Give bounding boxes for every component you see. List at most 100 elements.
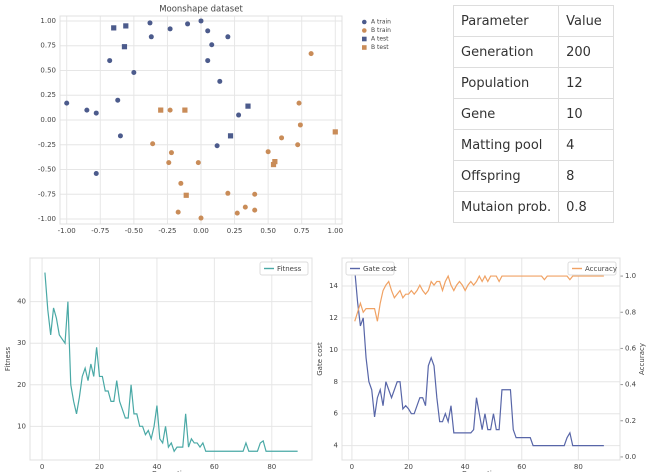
table-cell: Matting pool [452, 129, 560, 161]
table-cell: 4 [558, 129, 615, 161]
square-point [111, 25, 117, 31]
square-point [245, 103, 251, 109]
circle-point [205, 28, 211, 34]
circle-point [107, 58, 113, 64]
circle-point [225, 34, 231, 40]
y-tick-label: 10 [329, 346, 338, 354]
circle-point [295, 142, 301, 148]
circle-point [167, 107, 173, 113]
square-point [227, 133, 234, 139]
y-tick-label: 14 [329, 282, 338, 290]
circle-point [167, 26, 173, 32]
table-row: Parameter Value [452, 5, 615, 37]
table-cell: 10 [558, 98, 615, 130]
table-row: Generation 200 [452, 36, 615, 68]
y-tick-label: 0.25 [40, 91, 56, 99]
square-point [158, 107, 164, 113]
circle-point [217, 78, 223, 84]
y-tick-label: 20 [17, 381, 26, 389]
x-tick-label: 40 [461, 463, 470, 471]
circle-point [117, 133, 123, 139]
y-tick-label: 0.50 [40, 66, 56, 74]
x-tick-label: -0.25 [158, 227, 176, 235]
legend-marker [362, 36, 367, 42]
line-series [354, 269, 604, 447]
y-tick-label: 30 [17, 339, 26, 347]
y-tick-label: -0.50 [38, 166, 56, 174]
table-row: Mutaion prob. 0.8 [452, 191, 615, 223]
x-tick-label: 40 [152, 463, 161, 471]
x-tick-label: 1.00 [327, 227, 343, 235]
table-cell: Parameter [452, 5, 560, 37]
table-cell: 200 [558, 36, 615, 68]
y-tick-label: -0.25 [38, 141, 56, 149]
y-tick-label: 10 [17, 422, 26, 430]
y2-tick-label: 1.0 [625, 272, 636, 280]
chart-title: Moonshape dataset [159, 5, 243, 15]
circle-point [150, 141, 156, 147]
y2-tick-label: 0.8 [625, 308, 636, 316]
x-tick-label: 80 [267, 463, 276, 471]
table-cell: Mutaion prob. [452, 191, 560, 223]
table-cell: Population [452, 67, 560, 99]
circle-point [178, 180, 184, 186]
legend-marker [362, 45, 367, 50]
y2-tick-label: 0.4 [625, 381, 637, 389]
square-point [270, 161, 277, 168]
x-tick-label: 20 [95, 463, 104, 471]
x-tick-label: 60 [517, 463, 526, 471]
circle-point [168, 150, 174, 156]
circle-point [195, 160, 201, 166]
x-axis-label: Generation [461, 470, 500, 472]
legend-marker [362, 19, 367, 25]
y-tick-label: 40 [17, 298, 26, 306]
x-tick-label: 0 [350, 463, 354, 471]
plot-frame [341, 257, 621, 461]
y-tick-label: 1.00 [40, 17, 56, 25]
circle-point [166, 160, 172, 166]
y2-tick-label: 0.0 [625, 453, 636, 461]
plot-frame [29, 257, 313, 461]
circle-point [93, 170, 99, 176]
circle-point [131, 69, 137, 75]
y-tick-label: 0.75 [40, 42, 56, 50]
x-tick-label: -1.00 [58, 227, 76, 235]
circle-point [115, 97, 121, 103]
table-cell: Value [558, 5, 615, 37]
x-tick-label: -0.75 [91, 227, 109, 235]
legend-label: B test [371, 44, 389, 51]
legend-box [567, 261, 617, 276]
y-tick-label: -0.75 [38, 190, 56, 198]
table-row: Gene 10 [452, 98, 615, 130]
y-tick-label: 8 [334, 378, 338, 386]
x-tick-label: 0.25 [227, 227, 243, 235]
y2-axis-label: Accuracy [638, 343, 646, 375]
circle-point [198, 18, 204, 24]
legend-box [345, 261, 395, 276]
table-cell: 0.8 [558, 191, 615, 223]
table-body: Parameter Value Generation 200 Population 12 G… [452, 5, 615, 223]
circle-point [147, 20, 153, 26]
plot-frame [59, 15, 343, 225]
x-tick-label: 0.50 [260, 227, 276, 235]
table-row: Matting pool 4 [452, 129, 615, 161]
y-axis-label: Gate cost [316, 342, 324, 376]
legend-label: Gate cost [363, 265, 397, 273]
circle-point [252, 207, 258, 213]
circle-point [225, 190, 231, 196]
y-tick-label: 4 [334, 442, 339, 450]
circle-point [84, 107, 90, 113]
x-tick-label: 0 [40, 463, 44, 471]
table-cell: Offspring [452, 160, 560, 192]
x-tick-label: 0.75 [294, 227, 310, 235]
circle-point [265, 149, 271, 155]
circle-point [148, 34, 154, 40]
circle-point [308, 51, 314, 57]
circle-point [175, 209, 181, 215]
table-cell: 12 [558, 67, 615, 99]
x-tick-label: -0.50 [125, 227, 143, 235]
table-cell: Generation [452, 36, 560, 68]
circle-point [252, 191, 258, 197]
table-cell: 8 [558, 160, 615, 192]
square-point [121, 44, 128, 50]
